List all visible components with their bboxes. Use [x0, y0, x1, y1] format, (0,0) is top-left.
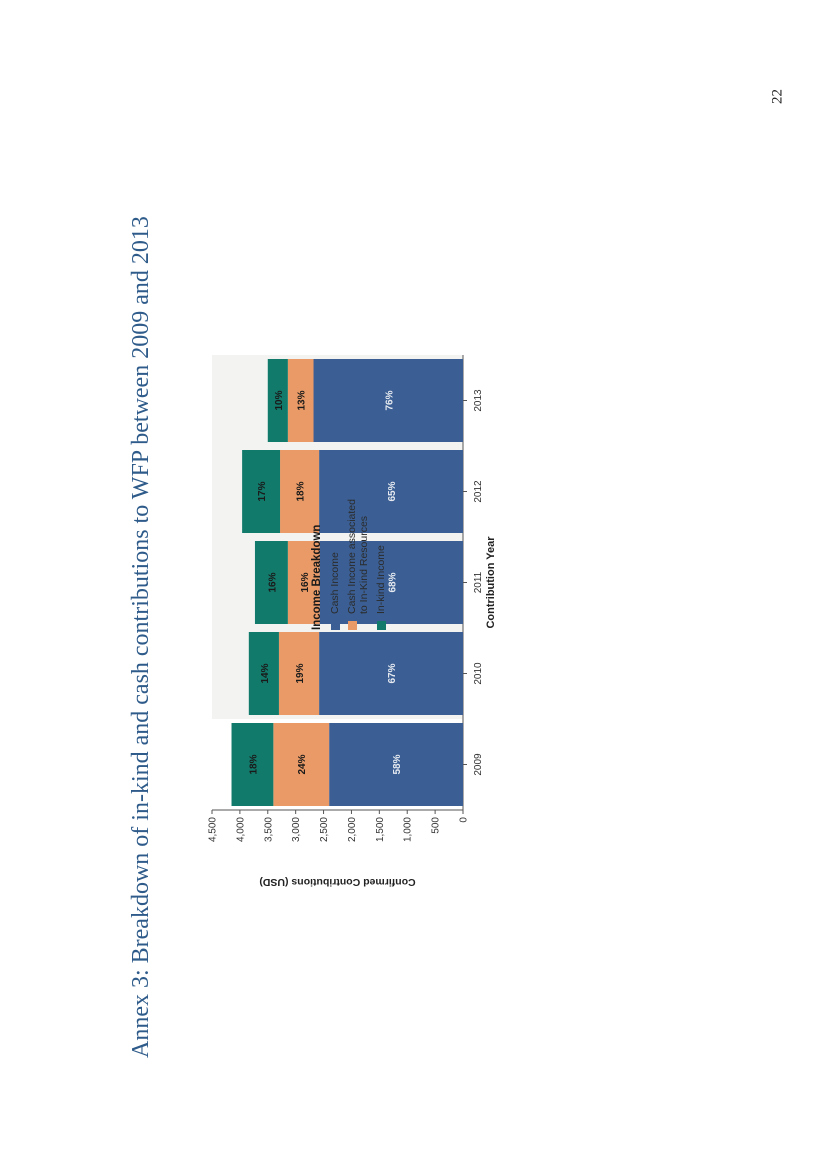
bar-data-label: 19% [295, 663, 306, 683]
plot-background [212, 355, 463, 719]
x-tick-label: 2009 [473, 753, 484, 776]
legend-item-in-kind-income: In-kind Income [375, 499, 387, 630]
bar-segment [280, 450, 320, 533]
bar-segment [248, 632, 279, 715]
bar-data-label: 10% [274, 390, 285, 410]
bar-data-label: 67% [387, 663, 398, 683]
bar-data-label: 18% [248, 754, 259, 774]
y-tick-label: 1,500 [375, 817, 386, 842]
bar-data-label: 76% [384, 390, 395, 410]
bar-segment [254, 541, 288, 624]
bar-segment [273, 723, 330, 806]
legend-swatch [331, 621, 340, 630]
y-tick-label: 4,000 [235, 817, 246, 842]
legend-item-cash-income-in-kind: Cash Income associated to In-Kind Resour… [346, 499, 370, 630]
legend-label: Cash Income associated to In-Kind Resour… [346, 499, 370, 614]
bar-data-label: 58% [392, 754, 403, 774]
legend-title: Income Breakdown [311, 524, 323, 630]
legend-swatch [348, 621, 357, 630]
bar-data-label: 68% [387, 572, 398, 592]
y-axis-label: Confirmed Contributions (USD) [259, 876, 415, 888]
bar-segment [267, 359, 288, 442]
y-tick-label: 1,000 [403, 817, 414, 842]
bar-data-label: 13% [297, 390, 308, 410]
chart-legend: Income Breakdown Cash Income Cash Income… [311, 499, 392, 630]
y-tick-label: 3,000 [291, 817, 302, 842]
bar-data-label: 18% [296, 481, 307, 501]
bar-data-label: 16% [300, 572, 311, 592]
x-axis-label: Contribution Year [485, 536, 497, 629]
bar-segment [319, 541, 464, 624]
y-tick-label: 2,500 [319, 817, 330, 842]
legend-label: Cash Income [329, 552, 341, 614]
bar-segment [287, 541, 320, 624]
bar-segment [313, 359, 464, 442]
y-tick-label: 0 [459, 817, 470, 823]
bar-segment [287, 359, 314, 442]
y-tick-label: 3,500 [263, 817, 274, 842]
legend-swatch [377, 621, 386, 630]
y-tick-label: 2,000 [347, 817, 358, 842]
x-tick-label: 2013 [473, 389, 484, 412]
bar-segment [319, 450, 463, 533]
bar-data-label: 16% [267, 572, 278, 592]
bar-data-label: 65% [387, 481, 398, 501]
bar-data-label: 14% [260, 663, 271, 683]
bar-data-label: 24% [297, 754, 308, 774]
bar-segment [242, 450, 281, 533]
y-tick-label: 4,500 [208, 817, 219, 842]
bar-segment [319, 632, 463, 715]
bar-data-label: 17% [257, 481, 268, 501]
legend-label: In-kind Income [375, 545, 387, 614]
bar-segment [329, 723, 463, 806]
legend-item-cash-income: Cash Income [329, 499, 341, 630]
x-tick-label: 2011 [473, 571, 484, 593]
bar-segment [231, 723, 274, 806]
x-tick-label: 2012 [473, 480, 484, 503]
y-tick-label: 500 [431, 817, 442, 834]
bar-segment [278, 632, 320, 715]
x-tick-label: 2010 [473, 662, 484, 685]
